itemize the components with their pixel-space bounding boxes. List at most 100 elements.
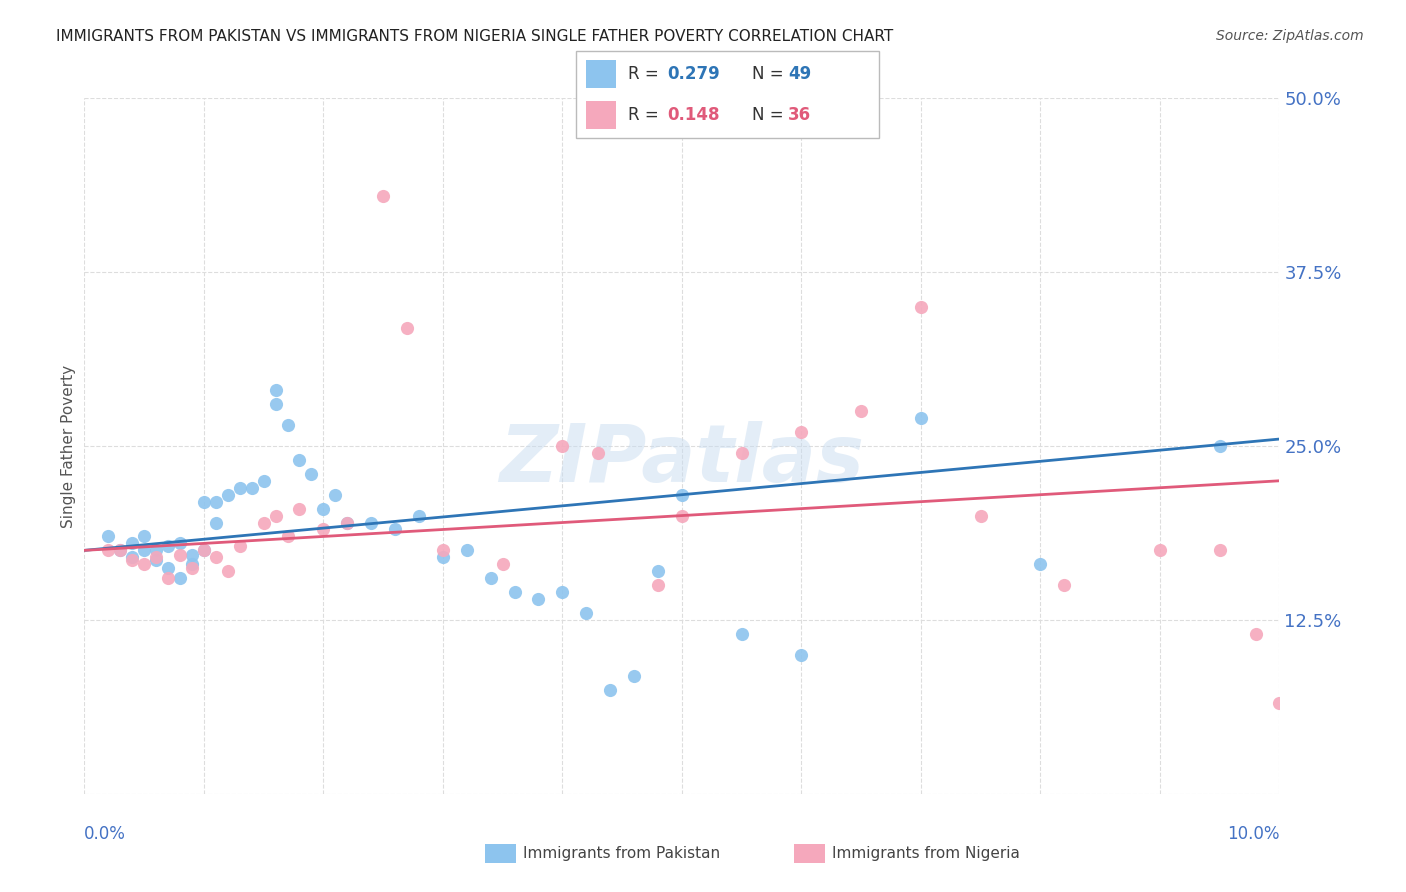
Point bbox=[169, 536, 191, 550]
Bar bbox=[585, 101, 616, 128]
Point bbox=[731, 446, 754, 460]
FancyBboxPatch shape bbox=[576, 51, 879, 138]
Point bbox=[193, 494, 215, 508]
Point bbox=[1149, 543, 1171, 558]
Text: ZIPatlas: ZIPatlas bbox=[499, 421, 865, 499]
Text: 10.0%: 10.0% bbox=[1227, 825, 1279, 843]
Text: IMMIGRANTS FROM PAKISTAN VS IMMIGRANTS FROM NIGERIA SINGLE FATHER POVERTY CORREL: IMMIGRANTS FROM PAKISTAN VS IMMIGRANTS F… bbox=[56, 29, 893, 44]
Point bbox=[180, 548, 202, 562]
Point bbox=[432, 550, 454, 565]
Point bbox=[910, 411, 932, 425]
Point bbox=[479, 571, 502, 585]
Point bbox=[145, 553, 167, 567]
Point bbox=[575, 606, 598, 620]
Point bbox=[588, 446, 610, 460]
Point bbox=[110, 543, 132, 558]
Text: 36: 36 bbox=[787, 105, 811, 124]
Point bbox=[647, 578, 669, 592]
Point bbox=[121, 550, 143, 565]
Point bbox=[647, 564, 669, 578]
Point bbox=[180, 561, 202, 575]
Point bbox=[432, 543, 454, 558]
Point bbox=[157, 561, 180, 575]
Point bbox=[910, 300, 932, 314]
Point bbox=[193, 543, 215, 558]
Point bbox=[408, 508, 430, 523]
Point bbox=[384, 523, 406, 537]
Point bbox=[205, 516, 228, 530]
Point bbox=[217, 564, 239, 578]
Point bbox=[253, 474, 276, 488]
Point bbox=[288, 453, 311, 467]
Point bbox=[110, 543, 132, 558]
Point bbox=[312, 501, 335, 516]
Point bbox=[193, 543, 215, 558]
Point bbox=[671, 508, 693, 523]
Point bbox=[288, 501, 311, 516]
Point bbox=[336, 516, 359, 530]
Point bbox=[1244, 627, 1267, 641]
Point bbox=[551, 439, 574, 453]
Point bbox=[790, 648, 813, 662]
Point bbox=[121, 553, 143, 567]
Point bbox=[1208, 543, 1232, 558]
Point bbox=[217, 488, 239, 502]
Bar bbox=[585, 61, 616, 88]
Point bbox=[276, 418, 298, 433]
Point bbox=[97, 529, 120, 543]
Point bbox=[132, 543, 156, 558]
Point bbox=[121, 536, 143, 550]
Point bbox=[157, 571, 180, 585]
Point bbox=[671, 488, 693, 502]
Point bbox=[97, 543, 120, 558]
Text: 0.0%: 0.0% bbox=[84, 825, 127, 843]
Point bbox=[456, 543, 478, 558]
Point bbox=[551, 585, 574, 599]
Point bbox=[492, 558, 515, 572]
Y-axis label: Single Father Poverty: Single Father Poverty bbox=[60, 365, 76, 527]
Text: Immigrants from Nigeria: Immigrants from Nigeria bbox=[832, 847, 1021, 861]
Point bbox=[180, 558, 202, 572]
Text: R =: R = bbox=[628, 105, 664, 124]
Point bbox=[731, 627, 754, 641]
Point bbox=[849, 404, 872, 418]
Point bbox=[336, 516, 359, 530]
Point bbox=[276, 529, 298, 543]
Point bbox=[253, 516, 276, 530]
Point bbox=[169, 571, 191, 585]
Text: 0.279: 0.279 bbox=[666, 65, 720, 84]
Point bbox=[527, 592, 550, 607]
Point bbox=[371, 188, 394, 202]
Point bbox=[503, 585, 526, 599]
Point bbox=[599, 682, 621, 697]
Text: N =: N = bbox=[752, 105, 789, 124]
Point bbox=[312, 523, 335, 537]
Point bbox=[145, 543, 167, 558]
Point bbox=[970, 508, 993, 523]
Point bbox=[228, 539, 252, 553]
Point bbox=[1268, 697, 1291, 711]
Point bbox=[132, 529, 156, 543]
Point bbox=[323, 488, 347, 502]
Text: N =: N = bbox=[752, 65, 789, 84]
Point bbox=[240, 481, 263, 495]
Point bbox=[145, 550, 167, 565]
Point bbox=[1029, 558, 1052, 572]
Point bbox=[132, 558, 156, 572]
Point bbox=[157, 539, 180, 553]
Text: 0.148: 0.148 bbox=[666, 105, 720, 124]
Point bbox=[396, 320, 419, 334]
Point bbox=[205, 550, 228, 565]
Point bbox=[264, 508, 287, 523]
Text: Source: ZipAtlas.com: Source: ZipAtlas.com bbox=[1216, 29, 1364, 43]
Point bbox=[169, 548, 191, 562]
Point bbox=[790, 425, 813, 439]
Text: Immigrants from Pakistan: Immigrants from Pakistan bbox=[523, 847, 720, 861]
Point bbox=[360, 516, 382, 530]
Text: 49: 49 bbox=[787, 65, 811, 84]
Point bbox=[264, 397, 287, 411]
Point bbox=[205, 494, 228, 508]
Point bbox=[623, 668, 645, 682]
Point bbox=[228, 481, 252, 495]
Point bbox=[1208, 439, 1232, 453]
